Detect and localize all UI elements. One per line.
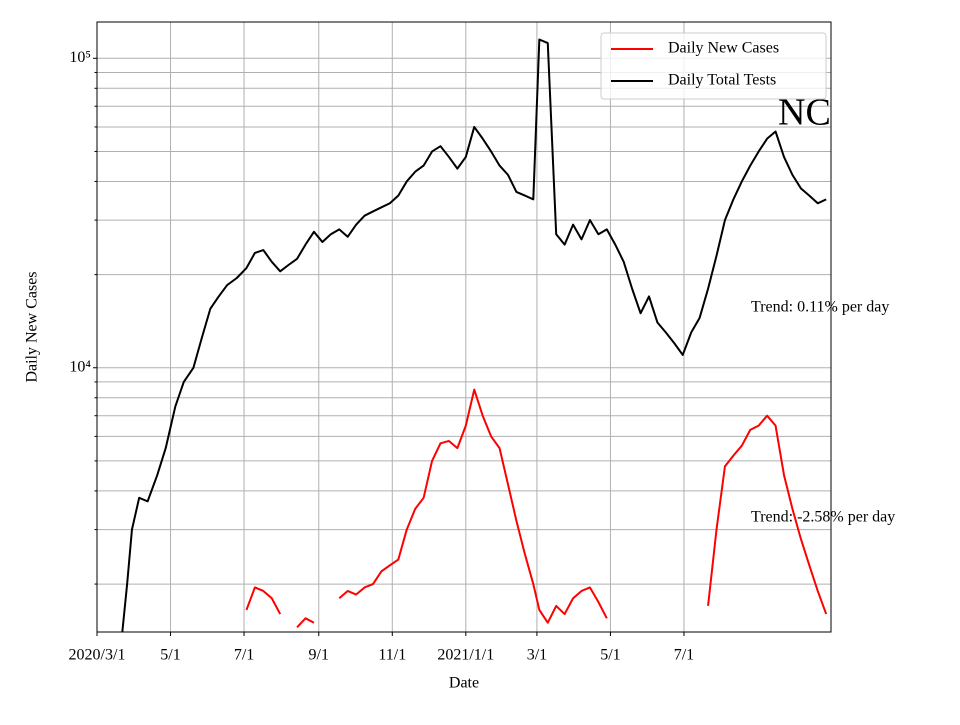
- legend: Daily New Cases Daily Total Tests: [600, 32, 827, 100]
- series-line: [245, 388, 828, 628]
- y-tick-label: 10⁴: [69, 358, 91, 375]
- x-tick-label: 7/1: [234, 647, 254, 664]
- x-axis-label: Date: [449, 675, 479, 692]
- lines: [121, 38, 828, 632]
- annotation: Trend: -2.58% per day: [751, 509, 895, 526]
- y-tick-label: 10⁵: [69, 49, 91, 66]
- x-tick-label: 9/1: [309, 647, 329, 664]
- plot-frame: [96, 21, 832, 633]
- x-tick-label: 2021/1/1: [437, 647, 494, 664]
- x-tick-label: 11/1: [378, 647, 406, 664]
- x-tick-label: 3/1: [527, 647, 547, 664]
- series-line: [121, 38, 827, 632]
- legend-box: [600, 32, 827, 100]
- grid: [96, 22, 831, 632]
- x-tick-label: 2020/3/1: [69, 647, 126, 664]
- annotation: Trend: 0.11% per day: [751, 299, 889, 316]
- x-tick-label: 5/1: [160, 647, 180, 664]
- y-axis-label: Daily New Cases: [24, 271, 41, 382]
- legend-label: Daily New Cases: [668, 40, 779, 57]
- x-tick-label: 7/1: [674, 647, 694, 664]
- legend-label: Daily Total Tests: [668, 72, 776, 89]
- x-tick-label: 5/1: [600, 647, 620, 664]
